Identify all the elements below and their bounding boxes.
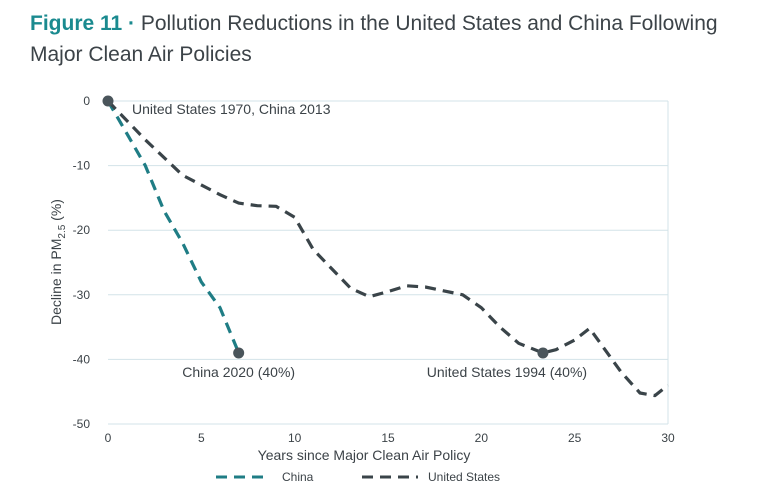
y-axis-title-suffix: (%) [48, 199, 64, 225]
annotation-marker [537, 347, 549, 359]
marker-layer: United States 1970, China 2013 China 2020… [102, 95, 587, 380]
x-tick-label: 5 [198, 431, 205, 445]
grid-layer [108, 100, 669, 425]
annotation-marker [233, 347, 245, 359]
y-axis-title-main: Decline in PM [48, 239, 64, 325]
legend-united-states-label: United States [428, 470, 500, 484]
tick-layer: 0 -10 -20 -30 -40 -50 0 5 10 15 20 25 30 [73, 94, 675, 445]
x-tick-label: 15 [381, 431, 395, 445]
y-axis-title-subscript: 2.5 [57, 224, 68, 238]
series-layer [106, 99, 669, 398]
legend-china-label: China [282, 470, 314, 484]
series-line-china [106, 100, 241, 354]
annotation-label: China 2020 (40%) [182, 364, 295, 380]
y-tick-label: -10 [73, 159, 91, 173]
annotation-label: United States 1994 (40%) [427, 364, 587, 380]
y-tick-label: -40 [73, 352, 91, 366]
x-tick-label: 10 [288, 431, 302, 445]
x-tick-label: 30 [661, 431, 675, 445]
x-tick-label: 0 [105, 431, 112, 445]
y-tick-label: 0 [83, 94, 90, 108]
annotation-label: United States 1970, China 2013 [132, 101, 331, 117]
y-tick-label: -30 [73, 288, 91, 302]
figure-label: Figure 11 · [30, 12, 136, 35]
y-tick-label: -50 [73, 417, 91, 431]
legend: China United States [216, 470, 500, 484]
figure-title: Pollution Reductions in the United State… [30, 12, 718, 66]
x-tick-label: 20 [475, 431, 489, 445]
y-axis-title: Decline in PM2.5 (%) [48, 199, 68, 325]
series-line-united-states [106, 99, 669, 398]
chart-title: Figure 11 · Pollution Reductions in the … [30, 8, 730, 70]
x-axis-title: Years since Major Clean Air Policy [258, 447, 471, 463]
annotation-marker [102, 95, 114, 107]
x-tick-label: 25 [568, 431, 582, 445]
y-tick-label: -20 [73, 223, 91, 237]
